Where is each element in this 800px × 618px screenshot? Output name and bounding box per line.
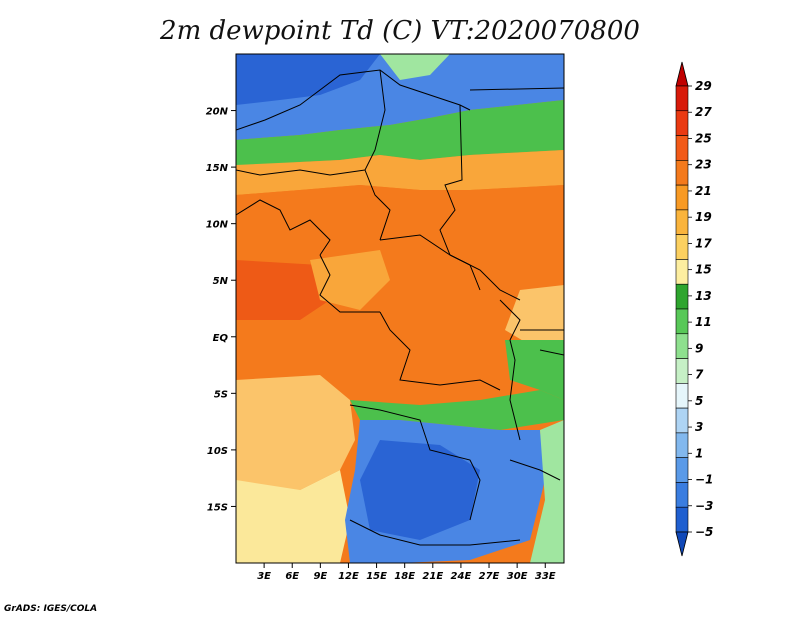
lat-tick-label: EQ bbox=[213, 333, 229, 344]
border-angola bbox=[349, 404, 481, 521]
lon-tick-label: 15E bbox=[366, 571, 387, 582]
colorbar-segment bbox=[675, 457, 689, 483]
colorbar-label: 9 bbox=[695, 341, 703, 355]
dewpoint-field bbox=[236, 54, 564, 563]
lon-tick-label: 21E bbox=[422, 571, 443, 582]
colorbar-segment bbox=[675, 209, 689, 235]
field-west-africa bbox=[236, 185, 564, 270]
colorbar-segment bbox=[675, 383, 689, 409]
border-cameroon-gabon bbox=[319, 254, 380, 313]
colorbar-top-arrow bbox=[675, 61, 689, 87]
field-sahel-transition bbox=[236, 100, 564, 165]
lon-tick-label: 24E bbox=[451, 571, 472, 582]
colorbar-label: 21 bbox=[695, 184, 712, 198]
colorbar-label: 19 bbox=[695, 210, 712, 224]
colorbar-segment bbox=[675, 234, 689, 260]
colorbar-segment bbox=[675, 432, 689, 458]
colorbar-segment bbox=[675, 259, 689, 285]
border-nigeria bbox=[236, 199, 331, 256]
lon-tick-label: 27E bbox=[479, 571, 500, 582]
colorbar-label: 1 bbox=[695, 446, 703, 460]
colorbar-segment bbox=[675, 308, 689, 335]
lon-tick-label: 6E bbox=[285, 571, 299, 582]
colorbar-label: 11 bbox=[695, 315, 712, 329]
lat-tick-label: 20N bbox=[206, 107, 229, 118]
border-drc-east bbox=[499, 299, 521, 441]
colorbar-label: 23 bbox=[695, 158, 712, 172]
lon-tick-label: 12E bbox=[338, 571, 359, 582]
lat-tick-label: 10S bbox=[207, 446, 228, 457]
lat-tick-label: 5S bbox=[214, 389, 228, 400]
field-sahel-orange bbox=[236, 150, 564, 195]
colorbar-bottom-arrow bbox=[675, 531, 689, 557]
colorbar-segment bbox=[675, 358, 689, 384]
colorbar-label: 7 bbox=[695, 368, 704, 382]
colorbar-label: 29 bbox=[695, 79, 712, 93]
field-cameroon bbox=[310, 250, 390, 310]
field-east-africa-green bbox=[505, 340, 564, 400]
lon-tick-label: 30E bbox=[507, 571, 528, 582]
colorbar-segment bbox=[675, 482, 689, 508]
border-namibia-botswana bbox=[349, 519, 521, 546]
lon-tick-label: 18E bbox=[394, 571, 415, 582]
field-southwest bbox=[236, 470, 350, 563]
colorbar-segment bbox=[675, 85, 689, 112]
colorbar-segment bbox=[675, 333, 689, 359]
field-tibesti-green bbox=[380, 54, 450, 80]
field-sahara-very-dry bbox=[236, 54, 380, 105]
lat-tick-label: 15S bbox=[207, 502, 228, 513]
colorbar-label: 25 bbox=[695, 131, 712, 145]
colorbar-label: −3 bbox=[695, 499, 713, 513]
border-congo-drc bbox=[379, 311, 501, 391]
colorbar-label: 17 bbox=[695, 236, 712, 250]
field-southern-very-dry bbox=[360, 440, 480, 540]
chart-title: 2m dewpoint Td (C) VT:2020070800 bbox=[160, 16, 640, 46]
colorbar-segment bbox=[675, 407, 689, 434]
lon-tick-label: 9E bbox=[313, 571, 327, 582]
map-frame bbox=[235, 53, 565, 564]
lon-tick-label: 3E bbox=[257, 571, 271, 582]
colorbar: 29 27 25 23 21 19 17 15 13 11 9 7 5 3 1 −1 −3 −5 bbox=[675, 61, 713, 557]
country-borders bbox=[236, 69, 564, 546]
colorbar-label: 3 bbox=[695, 420, 703, 434]
colorbar-label: −1 bbox=[695, 473, 713, 487]
lat-axis: 20N 15N 10N 5N EQ 5S 10S 15S bbox=[206, 107, 236, 513]
footer-credit: GrADS: IGES/COLA bbox=[4, 604, 98, 614]
border-zambia-malawi bbox=[509, 459, 561, 481]
border-egypt bbox=[469, 87, 564, 91]
field-south-atlantic bbox=[236, 375, 355, 500]
colorbar-label: −5 bbox=[695, 525, 713, 539]
colorbar-label: 5 bbox=[695, 394, 703, 408]
colorbar-segment bbox=[675, 506, 689, 533]
lat-tick-label: 5N bbox=[213, 276, 229, 287]
field-gulf-guinea bbox=[236, 260, 330, 320]
colorbar-label: 27 bbox=[695, 105, 712, 119]
border-algeria-niger-libya bbox=[236, 69, 471, 131]
field-southeast bbox=[530, 420, 564, 563]
lon-axis: 3E 6E 9E 12E 15E 18E 21E 24E 27E 30E 33E bbox=[257, 563, 556, 582]
colorbar-segment bbox=[675, 184, 689, 211]
lon-tick-label: 33E bbox=[535, 571, 556, 582]
border-mali-niger bbox=[236, 169, 366, 176]
colorbar-segment bbox=[675, 160, 689, 186]
colorbar-label: 13 bbox=[695, 289, 712, 303]
lat-tick-label: 10N bbox=[206, 220, 229, 231]
border-car-south bbox=[379, 234, 521, 301]
colorbar-segment bbox=[675, 135, 689, 161]
lat-tick-label: 15N bbox=[206, 163, 229, 174]
border-kenya-tanzania bbox=[539, 349, 564, 356]
colorbar-label: 15 bbox=[695, 263, 712, 277]
colorbar-segment bbox=[675, 283, 689, 310]
colorbar-segment bbox=[675, 110, 689, 136]
